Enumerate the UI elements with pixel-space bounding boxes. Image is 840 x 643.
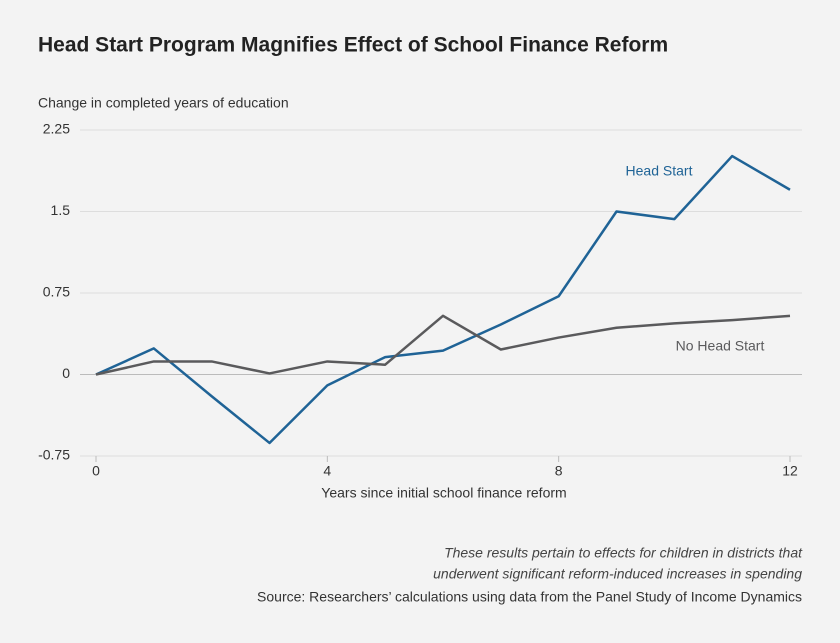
chart-title: Head Start Program Magnifies Effect of S…: [38, 34, 668, 57]
note: underwent significant reform-induced inc…: [433, 566, 802, 582]
source: Source: Researchers’ calculations using …: [257, 589, 802, 605]
y-tick-label: 2.25: [43, 121, 70, 137]
x-tick-label: 12: [782, 463, 798, 479]
x-tick-label: 0: [92, 463, 100, 479]
y-tick-label: 0.75: [43, 284, 70, 300]
series-line: [95, 154, 791, 445]
y-axis-label: Change in completed years of education: [38, 95, 289, 111]
y-tick-label: 1.5: [51, 202, 71, 218]
series-label: Head Start: [626, 163, 693, 179]
y-tick-label: 0: [62, 365, 70, 381]
note: These results pertain to effects for chi…: [444, 545, 803, 561]
y-tick-label: -0.75: [38, 447, 70, 463]
x-axis-label: Years since initial school finance refor…: [321, 485, 566, 501]
series-label: No Head Start: [676, 338, 765, 354]
x-tick-label: 4: [323, 463, 331, 479]
x-tick-label: 8: [555, 463, 563, 479]
series-line: [95, 314, 791, 376]
